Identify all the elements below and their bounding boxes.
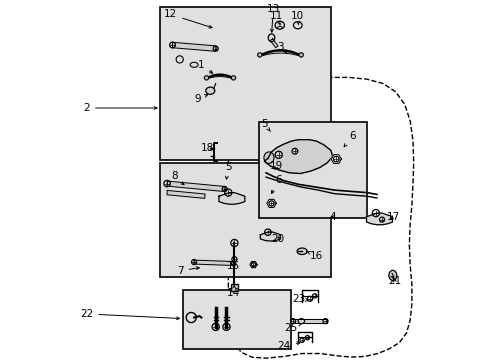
Text: 18: 18 <box>201 143 214 153</box>
Polygon shape <box>266 199 276 207</box>
Ellipse shape <box>388 270 396 280</box>
Text: 1: 1 <box>198 60 212 73</box>
Text: 20: 20 <box>271 234 284 244</box>
Text: 17: 17 <box>386 212 400 222</box>
Polygon shape <box>264 140 332 174</box>
Polygon shape <box>260 232 280 241</box>
Circle shape <box>299 53 303 57</box>
Text: 21: 21 <box>387 276 401 286</box>
Text: 25: 25 <box>284 323 301 333</box>
Text: 10: 10 <box>291 11 304 24</box>
Polygon shape <box>249 261 257 268</box>
Text: 6: 6 <box>271 175 282 194</box>
Bar <box>183 290 291 349</box>
Text: 4: 4 <box>329 212 335 222</box>
Text: 7: 7 <box>177 266 199 276</box>
Text: 12: 12 <box>164 9 212 28</box>
Ellipse shape <box>296 248 306 255</box>
Ellipse shape <box>264 152 273 163</box>
Text: 19: 19 <box>270 161 283 171</box>
Polygon shape <box>270 39 278 48</box>
Text: 3: 3 <box>277 42 286 53</box>
Text: 6: 6 <box>344 131 355 147</box>
Text: 15: 15 <box>226 261 240 271</box>
Polygon shape <box>291 319 326 323</box>
Bar <box>160 163 330 277</box>
Text: 2: 2 <box>83 103 157 113</box>
Text: 14: 14 <box>226 285 240 298</box>
Circle shape <box>204 76 208 80</box>
Text: 5: 5 <box>261 119 270 131</box>
Bar <box>230 284 238 291</box>
Polygon shape <box>330 155 341 163</box>
Polygon shape <box>172 42 216 51</box>
Text: 11: 11 <box>269 11 282 24</box>
Text: 8: 8 <box>171 171 183 185</box>
Polygon shape <box>366 213 392 225</box>
Circle shape <box>231 76 235 80</box>
Text: 16: 16 <box>306 251 323 261</box>
Text: 5: 5 <box>224 162 231 179</box>
Polygon shape <box>166 181 224 192</box>
Polygon shape <box>194 260 233 265</box>
Bar <box>160 7 330 160</box>
Ellipse shape <box>275 21 284 29</box>
Bar <box>258 122 366 218</box>
Text: 22: 22 <box>80 309 179 320</box>
Text: 13: 13 <box>266 4 279 32</box>
Circle shape <box>257 53 262 57</box>
Text: 23: 23 <box>291 294 308 304</box>
Polygon shape <box>166 190 204 198</box>
Text: 24: 24 <box>277 341 300 351</box>
Ellipse shape <box>293 22 302 29</box>
Ellipse shape <box>205 87 214 94</box>
Text: 9: 9 <box>194 94 207 104</box>
Polygon shape <box>219 193 244 204</box>
